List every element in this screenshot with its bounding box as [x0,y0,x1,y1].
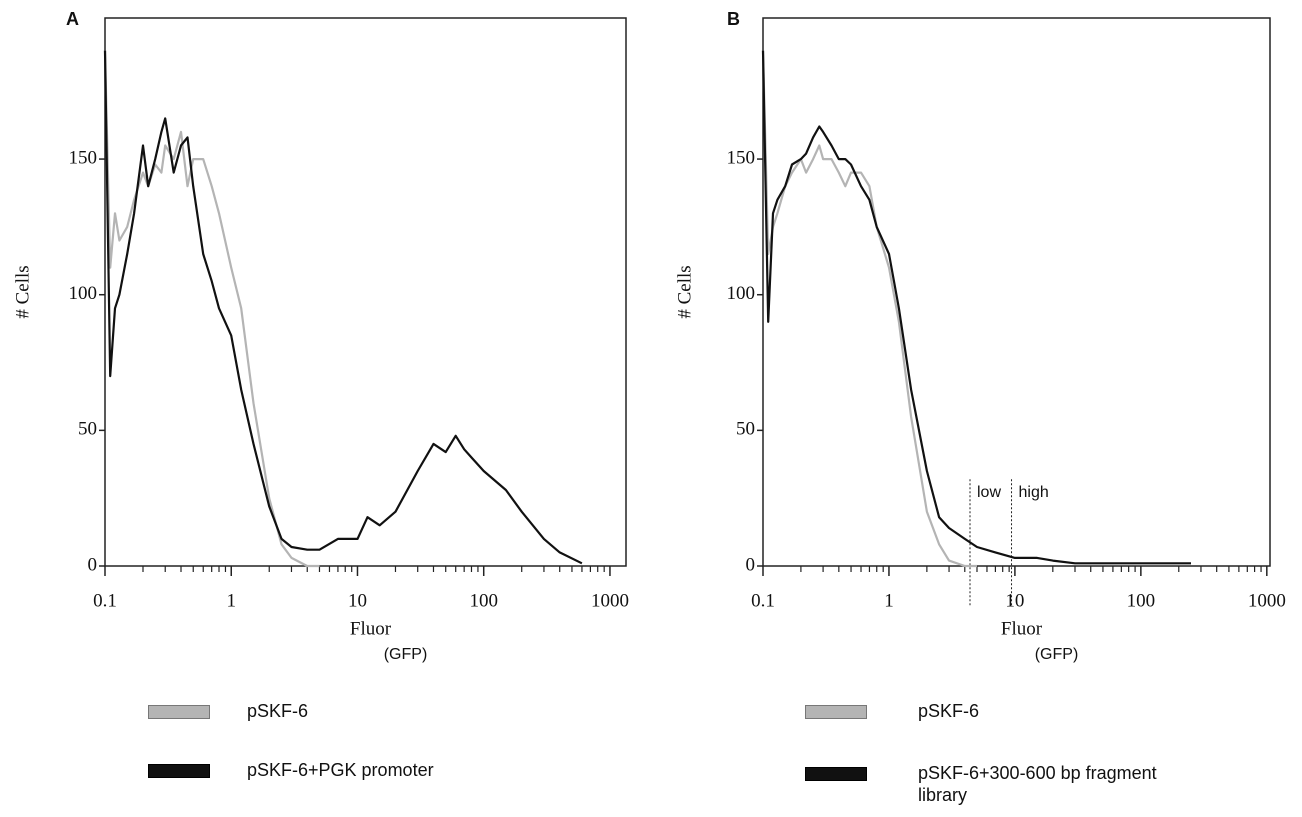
legend-label: pSKF-6 [247,701,309,721]
series-line [103,50,583,565]
panel-label: B [727,9,740,29]
x-tick-label: 100 [469,590,498,611]
x-tick-label: 0.1 [93,590,117,611]
y-tick-label: 150 [727,147,756,168]
plot-frame [762,17,1271,567]
x-axis-label: Fluor [350,618,392,639]
y-tick-label: 0 [746,554,756,575]
legend-swatch [148,705,210,719]
y-tick-label: 100 [727,283,756,304]
x-axis-sublabel: (GFP) [1035,646,1079,663]
y-tick-label: 150 [69,147,98,168]
gate-label: high [1019,484,1049,501]
plot-frame [104,17,627,567]
legend-swatch [805,767,867,781]
x-tick-label: 1000 [591,590,629,611]
legend-label: pSKF-6 [918,701,980,721]
y-axis-label: # Cells [674,265,695,318]
legend-label: pSKF-6+PGK promoter [247,760,434,780]
x-tick-label: 1 [226,590,236,611]
y-tick-label: 0 [88,554,98,575]
gate-label: low [977,484,1001,501]
panel-label: A [66,9,79,29]
legend-swatch [805,705,867,719]
y-tick-label: 50 [736,419,755,440]
x-tick-label: 0.1 [751,590,775,611]
x-tick-label: 10 [348,590,367,611]
x-tick-label: 1000 [1248,590,1286,611]
series-line [761,50,1191,565]
x-axis-sublabel: (GFP) [384,646,428,663]
y-axis-label: # Cells [12,265,33,318]
y-tick-label: 50 [78,419,97,440]
x-tick-label: 100 [1127,590,1156,611]
series-line [103,50,320,568]
x-tick-label: 1 [884,590,894,611]
legend-swatch [148,764,210,778]
y-tick-label: 100 [69,283,98,304]
legend-label: pSKF-6+300-600 bp fragment library [918,763,1157,805]
x-tick-label: 10 [1005,590,1024,611]
x-axis-label: Fluor [1001,618,1043,639]
series-line [761,50,977,568]
